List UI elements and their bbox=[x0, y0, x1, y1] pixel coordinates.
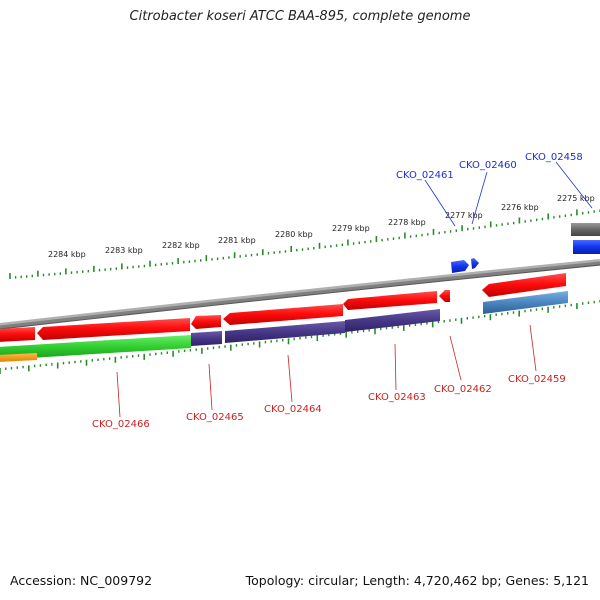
label-leader-lines bbox=[116, 161, 593, 418]
gene-label-cko-02460: CKO_02460 bbox=[459, 160, 517, 171]
topology-summary: Topology: circular; Length: 4,720,462 bp… bbox=[245, 573, 589, 588]
kbp-label: 2279 kbp bbox=[332, 224, 370, 233]
gene-label-cko-02463: CKO_02463 bbox=[368, 392, 426, 403]
kbp-label: 2276 kbp bbox=[501, 203, 539, 212]
kbp-label: 2277 kbp bbox=[445, 211, 483, 220]
forward-gene-labels: CKO_02461 CKO_02460 CKO_02458 bbox=[396, 152, 583, 181]
cds-track bbox=[0, 291, 568, 362]
gene-label-cko-02464: CKO_02464 bbox=[264, 404, 322, 415]
kbp-label: 2278 kbp bbox=[388, 218, 426, 227]
gene-arrow-cko-02461 bbox=[451, 260, 469, 273]
kbp-scale-labels: 2275 kbp 2276 kbp 2277 kbp 2278 kbp 2279… bbox=[48, 194, 595, 259]
kbp-label: 2284 kbp bbox=[48, 250, 86, 259]
gene-arrow-cko-02466 bbox=[37, 318, 190, 340]
inner-kbp-tick-ring bbox=[0, 300, 600, 374]
kbp-label: 2283 kbp bbox=[105, 246, 143, 255]
gene-arrow-cko-02463 bbox=[343, 291, 437, 310]
gene-block-cko-02458 bbox=[573, 240, 600, 254]
gene-arrow-red-left-edge bbox=[0, 327, 35, 342]
gene-arrow-cko-02462 bbox=[439, 290, 450, 302]
gene-arrow-cko-02459 bbox=[482, 273, 566, 297]
genome-backbone bbox=[0, 259, 600, 330]
cds-block-orange bbox=[0, 353, 37, 362]
gene-label-cko-02466: CKO_02466 bbox=[92, 419, 150, 430]
accession-label: Accession: NC_009792 bbox=[10, 573, 153, 588]
kbp-label: 2275 kbp bbox=[557, 194, 595, 203]
cds-block-purple-02465 bbox=[191, 331, 222, 346]
kbp-label: 2282 kbp bbox=[162, 241, 200, 250]
reverse-gene-labels: CKO_02466 CKO_02465 CKO_02464 CKO_02463 … bbox=[92, 374, 566, 430]
cds-block-green bbox=[0, 335, 191, 360]
gene-label-cko-02459: CKO_02459 bbox=[508, 374, 566, 385]
cds-block-purple-02464 bbox=[225, 321, 345, 343]
forward-strand-genes bbox=[451, 223, 600, 273]
gene-block-grey-top bbox=[571, 223, 600, 236]
page-title: Citrobacter koseri ATCC BAA-895, complet… bbox=[129, 9, 471, 24]
gene-arrow-cko-02460 bbox=[471, 258, 479, 269]
gene-label-cko-02465: CKO_02465 bbox=[186, 412, 244, 423]
gene-arrow-cko-02464 bbox=[223, 304, 343, 325]
cds-block-steelblue-02459 bbox=[483, 291, 568, 314]
reverse-strand-genes bbox=[0, 273, 566, 342]
gene-arrow-cko-02465 bbox=[191, 315, 221, 329]
gene-label-cko-02462: CKO_02462 bbox=[434, 384, 492, 395]
gene-label-cko-02461: CKO_02461 bbox=[396, 170, 454, 181]
gene-label-cko-02458: CKO_02458 bbox=[525, 152, 583, 163]
cds-block-purple-02463 bbox=[345, 309, 440, 332]
outer-kbp-tick-ring bbox=[9, 209, 600, 279]
kbp-label: 2281 kbp bbox=[218, 236, 256, 245]
kbp-label: 2280 kbp bbox=[275, 230, 313, 239]
